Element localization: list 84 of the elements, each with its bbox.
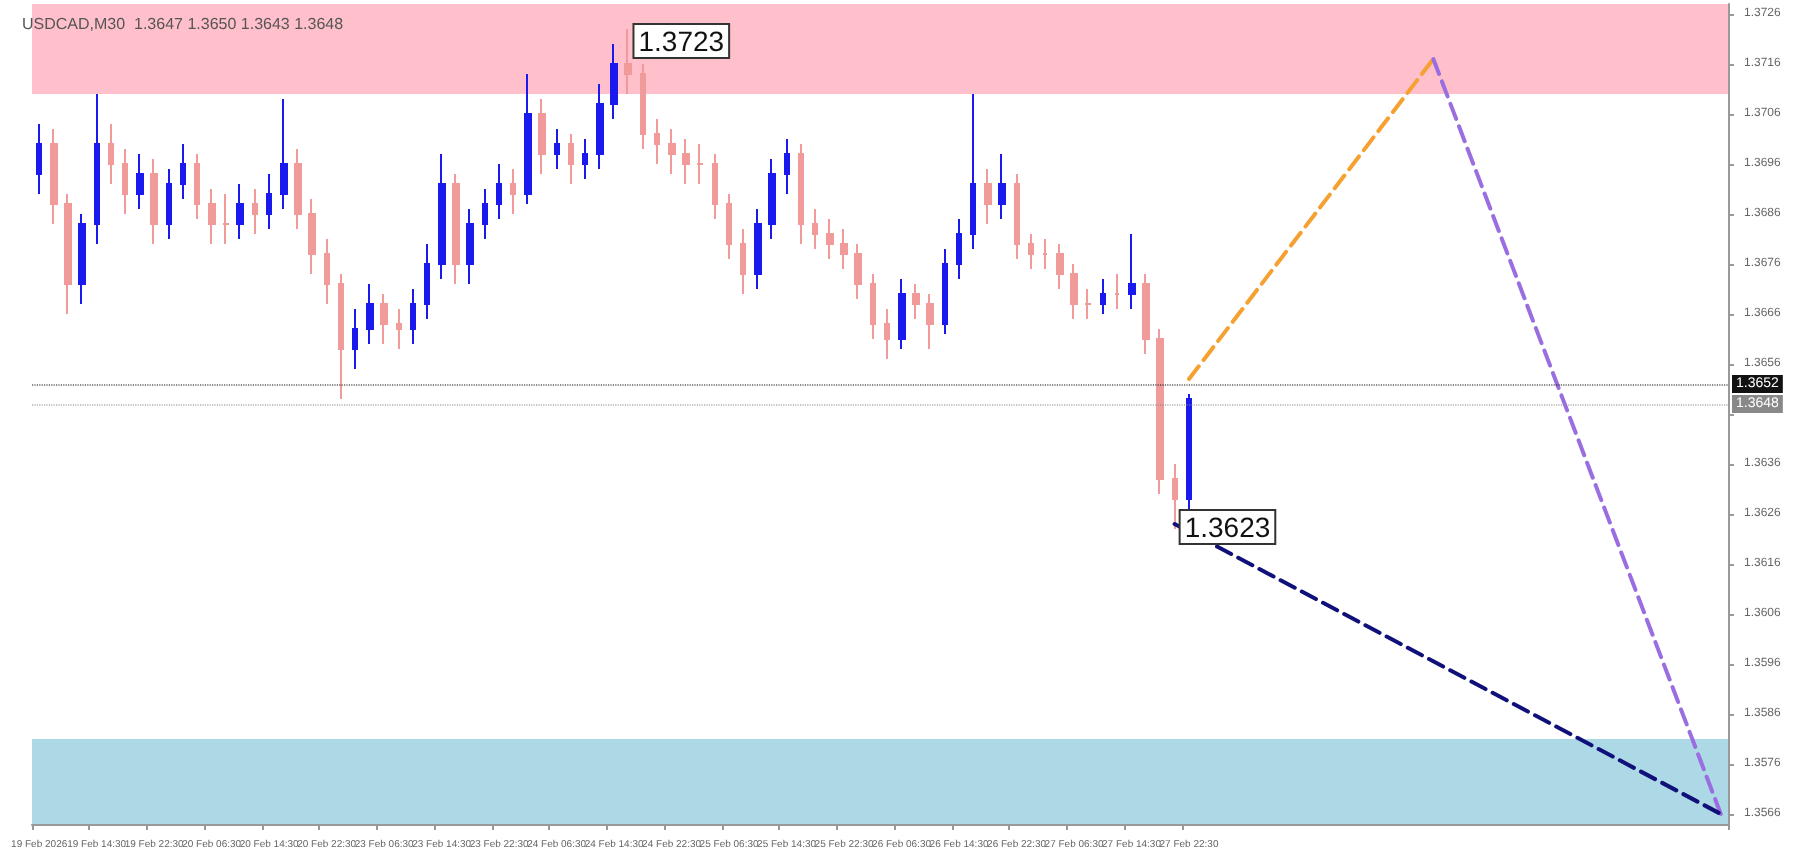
candlestick	[122, 148, 128, 215]
candlestick	[410, 288, 416, 345]
candlestick	[912, 283, 920, 320]
candlestick	[1186, 393, 1192, 510]
candlestick	[984, 168, 992, 225]
candlestick	[854, 243, 862, 300]
candlestick	[366, 283, 374, 345]
candlestick	[668, 128, 676, 175]
candlestick	[596, 83, 604, 170]
candlestick	[266, 173, 272, 230]
candlestick	[926, 293, 934, 350]
candlestick	[1156, 328, 1164, 495]
candlestick	[1100, 278, 1106, 315]
candlestick	[352, 308, 358, 370]
candlestick	[424, 243, 430, 320]
candlestick	[568, 133, 574, 185]
candlestick	[50, 128, 58, 225]
candlestick	[64, 193, 72, 315]
candlestick	[482, 188, 488, 240]
candlestick	[812, 208, 818, 250]
candlestick	[252, 188, 258, 235]
candlestick	[1142, 273, 1150, 355]
candlestick	[180, 143, 186, 200]
candlestick	[884, 308, 890, 360]
candlestick	[208, 188, 216, 245]
candlestick	[998, 153, 1006, 220]
candlestick	[510, 168, 516, 215]
candlestick	[1056, 243, 1064, 290]
candlestick	[36, 123, 42, 195]
candlestick	[654, 118, 660, 165]
candlestick	[726, 193, 732, 260]
candlestick	[150, 158, 158, 245]
candlestick	[294, 148, 302, 230]
candlestick	[1042, 238, 1048, 270]
candlestick	[108, 123, 114, 185]
candlestick	[768, 158, 776, 240]
candlestick	[624, 28, 632, 95]
candlestick	[1028, 233, 1034, 270]
candlestick	[754, 208, 762, 290]
candlestick	[466, 208, 474, 285]
candlestick	[1114, 273, 1120, 310]
candlestick	[166, 168, 172, 240]
annotation: 1.3623	[1184, 511, 1271, 543]
candlestick	[712, 153, 718, 220]
candlestick	[554, 128, 560, 170]
candlestick	[438, 153, 446, 280]
text: USDCAD,M30 1.3647 1.3650 1.3643 1.3648	[22, 15, 345, 33]
candlestick	[280, 98, 288, 210]
candlestick	[1070, 263, 1078, 320]
candlestick	[452, 173, 460, 285]
candlestick	[942, 248, 948, 335]
candlestick	[610, 43, 618, 120]
candlestick	[970, 93, 976, 250]
candlestick	[956, 218, 962, 280]
candlestick	[338, 273, 344, 400]
candlestick	[136, 153, 144, 210]
annotation: 1.3723	[638, 25, 725, 57]
candlestick	[784, 138, 790, 195]
candlestick	[396, 308, 402, 350]
candlestick	[582, 138, 588, 180]
candlestick	[222, 193, 230, 245]
candlestick	[1084, 288, 1092, 320]
candlestick	[870, 273, 876, 340]
candlestick	[324, 238, 330, 305]
candlestick	[524, 73, 532, 205]
candlestick	[826, 218, 834, 260]
candlestick	[640, 63, 646, 150]
candlestick	[1128, 233, 1136, 310]
candlestick	[496, 163, 502, 220]
candlestick	[194, 153, 200, 220]
candlestick	[898, 278, 906, 350]
candlestick	[78, 213, 86, 305]
candlestick	[696, 143, 704, 185]
candlestick	[740, 228, 746, 295]
candlestick	[94, 93, 100, 245]
candlestick	[1014, 173, 1020, 260]
candlestick	[682, 138, 690, 185]
candlestick	[798, 143, 804, 245]
candlestick	[380, 293, 388, 345]
candlestick	[308, 198, 316, 275]
candlestick	[236, 183, 244, 240]
candlestick	[538, 98, 546, 175]
candlestick	[1172, 463, 1178, 530]
candlestick	[840, 228, 848, 270]
